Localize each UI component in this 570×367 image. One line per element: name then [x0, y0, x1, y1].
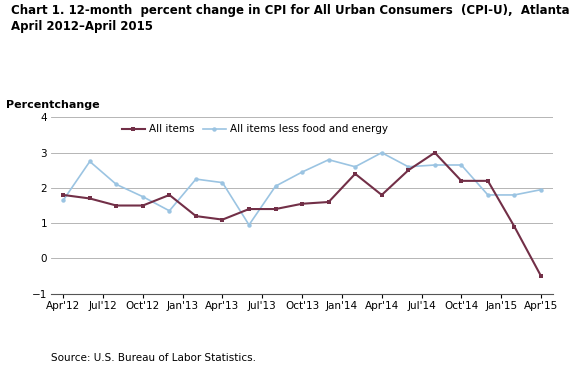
Text: Source: U.S. Bureau of Labor Statistics.: Source: U.S. Bureau of Labor Statistics. [51, 353, 256, 363]
Text: Chart 1. 12-month  percent change in CPI for All Urban Consumers  (CPI-U),  Atla: Chart 1. 12-month percent change in CPI … [11, 4, 570, 33]
Legend: All items, All items less food and energy: All items, All items less food and energ… [122, 124, 388, 134]
Text: Percentchange: Percentchange [6, 101, 100, 110]
